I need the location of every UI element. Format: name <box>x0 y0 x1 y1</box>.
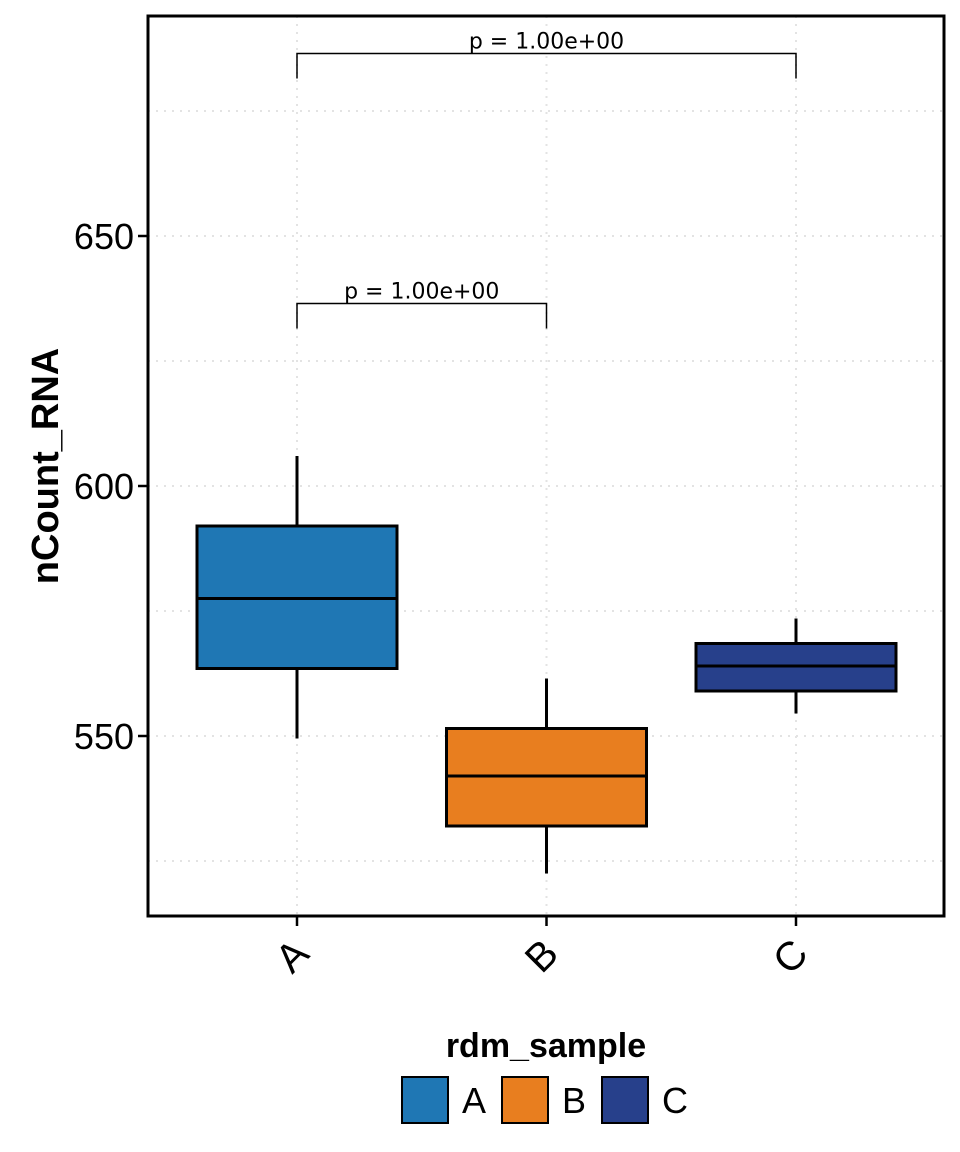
p-value-label: p = 1.00e+00 <box>469 30 624 55</box>
legend-label: B <box>562 1080 586 1121</box>
legend-item-a: A <box>401 1076 486 1124</box>
x-tick-label: A <box>267 931 317 981</box>
comparison-a-c: p = 1.00e+00 <box>296 30 797 79</box>
legend-label: C <box>662 1080 688 1121</box>
legend-label: A <box>462 1080 486 1121</box>
y-tick-label: 650 <box>74 216 134 257</box>
y-axis-title: nCount_RNA <box>25 348 67 584</box>
box-b <box>445 678 648 874</box>
comparison-bracket <box>296 302 548 329</box>
y-axis: 550 600 650 <box>74 216 148 757</box>
legend-title: rdm_sample <box>446 1027 646 1065</box>
box-c <box>694 618 898 714</box>
legend-key <box>501 1076 549 1124</box>
x-tick-label: B <box>517 931 567 981</box>
y-tick-label: 600 <box>74 466 134 507</box>
legend-key <box>401 1076 449 1124</box>
x-tick-label: C <box>765 931 817 983</box>
legend-item-c: C <box>601 1076 688 1124</box>
box-a <box>195 456 399 739</box>
y-tick-label: 550 <box>74 716 134 757</box>
p-value-label: p = 1.00e+00 <box>344 280 499 305</box>
legend: rdm_sample A B C <box>401 1027 688 1124</box>
x-axis: A B C <box>267 916 816 983</box>
legend-key <box>601 1076 649 1124</box>
legend-item-b: B <box>501 1076 586 1124</box>
comparison-annotations: p = 1.00e+00 p = 1.00e+00 <box>296 30 797 329</box>
comparison-bracket <box>296 52 797 79</box>
comparison-a-b: p = 1.00e+00 <box>296 280 548 329</box>
box-series <box>195 456 898 874</box>
